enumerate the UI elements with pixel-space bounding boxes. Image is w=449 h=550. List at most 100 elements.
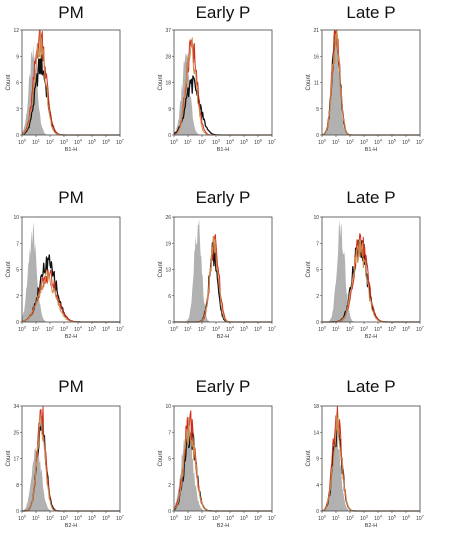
x-tick-label: 105: [240, 139, 248, 147]
x-tick-label: 104: [74, 139, 82, 147]
x-tick-label: 102: [198, 326, 206, 334]
panel-title: PM: [58, 3, 84, 22]
control-histogram: [322, 415, 420, 511]
y-tick-label: 9: [316, 457, 319, 463]
x-axis-label: B2-H: [65, 334, 78, 340]
x-tick-label: 101: [32, 515, 40, 523]
y-tick-label: 12: [13, 28, 19, 34]
x-tick-label: 104: [374, 515, 382, 523]
y-tick-label: 5: [316, 268, 319, 274]
histogram-panel-5: Early P 0 6 13 19 26 100 101 102 103 104 105 106 107 C…: [158, 188, 276, 340]
x-tick-label: 107: [416, 326, 424, 334]
y-tick-label: 7: [16, 241, 19, 247]
y-tick-label: 9: [168, 107, 171, 113]
x-tick-label: 106: [102, 515, 110, 523]
x-tick-label: 102: [346, 326, 354, 334]
y-tick-label: 10: [165, 404, 171, 410]
x-tick-label: 100: [170, 515, 178, 523]
x-tick-label: 107: [268, 139, 276, 147]
y-tick-label: 14: [313, 430, 319, 436]
x-tick-label: 104: [226, 326, 234, 334]
x-tick-label: 105: [388, 326, 396, 334]
x-tick-label: 100: [170, 326, 178, 334]
x-tick-label: 102: [46, 515, 54, 523]
y-tick-label: 17: [13, 457, 19, 463]
x-tick-label: 107: [116, 515, 124, 523]
x-tick-label: 105: [240, 515, 248, 523]
x-tick-label: 100: [18, 326, 26, 334]
y-tick-label: 2: [316, 294, 319, 300]
x-axis-label: B1-H: [365, 147, 378, 153]
control-histogram: [22, 44, 120, 135]
histogram-panel-3: Late P 0 5 11 16 21 100 101 102 103 104 105 106 107 Co…: [306, 3, 424, 153]
y-tick-label: 6: [16, 81, 19, 87]
y-tick-label: 0: [168, 133, 171, 139]
y-tick-label: 2: [16, 294, 19, 300]
x-axis-label: B2-H: [65, 523, 78, 529]
x-tick-label: 106: [254, 515, 262, 523]
x-tick-label: 107: [416, 515, 424, 523]
x-tick-label: 102: [346, 515, 354, 523]
y-tick-label: 13: [165, 268, 171, 274]
y-axis-label: Count: [6, 450, 12, 466]
y-tick-label: 16: [313, 54, 319, 60]
y-tick-label: 28: [165, 54, 171, 60]
histogram-panel-8: Early P 0 2 5 7 10 100 101 102 103 104 105 106 107 Cou…: [158, 377, 276, 529]
x-tick-label: 105: [240, 326, 248, 334]
y-tick-label: 0: [316, 509, 319, 515]
x-tick-label: 106: [402, 515, 410, 523]
y-axis-label: Count: [6, 261, 12, 277]
x-tick-label: 101: [332, 326, 340, 334]
x-tick-label: 100: [170, 139, 178, 147]
control-histogram: [174, 52, 272, 135]
x-tick-label: 100: [318, 515, 326, 523]
control-histogram: [322, 38, 420, 135]
x-tick-label: 104: [226, 515, 234, 523]
x-tick-label: 107: [268, 515, 276, 523]
x-tick-label: 105: [88, 326, 96, 334]
panel-title: Late P: [346, 3, 395, 22]
histogram-panel-7: PM 0 8 17 25 34 100 101 102 103 104 105 106 107 Count B…: [6, 377, 124, 529]
x-tick-label: 100: [318, 326, 326, 334]
y-tick-label: 2: [168, 483, 171, 489]
y-tick-label: 18: [165, 81, 171, 87]
x-tick-label: 106: [402, 326, 410, 334]
y-tick-label: 5: [168, 457, 171, 463]
x-tick-label: 103: [60, 139, 68, 147]
y-tick-label: 7: [168, 430, 171, 436]
y-tick-label: 5: [316, 107, 319, 113]
sample-histogram-2: [174, 234, 272, 323]
y-tick-label: 7: [316, 241, 319, 247]
x-axis-label: B2-H: [365, 523, 378, 529]
x-tick-label: 106: [254, 326, 262, 334]
y-tick-label: 8: [16, 483, 19, 489]
x-tick-label: 102: [46, 139, 54, 147]
panel-title: PM: [58, 188, 84, 207]
x-tick-label: 102: [346, 139, 354, 147]
x-tick-label: 105: [388, 515, 396, 523]
x-axis-label: B2-H: [217, 523, 230, 529]
x-tick-label: 101: [32, 326, 40, 334]
y-tick-label: 0: [168, 320, 171, 326]
y-tick-label: 6: [168, 294, 171, 300]
x-tick-label: 101: [332, 139, 340, 147]
y-tick-label: 18: [313, 404, 319, 410]
histogram-panel-6: Late P 0 2 5 7 10 100 101 102 103 104 105 106 107 Coun…: [306, 188, 424, 340]
y-axis-label: Count: [306, 450, 312, 466]
x-tick-label: 100: [18, 139, 26, 147]
x-tick-label: 105: [88, 139, 96, 147]
y-tick-label: 3: [16, 107, 19, 113]
y-tick-label: 25: [13, 430, 19, 436]
y-tick-label: 19: [165, 241, 171, 247]
x-tick-label: 106: [254, 139, 262, 147]
x-axis-label: B1-H: [217, 147, 230, 153]
y-tick-label: 0: [16, 133, 19, 139]
control-histogram: [22, 438, 120, 511]
y-tick-label: 26: [165, 215, 171, 221]
x-tick-label: 102: [198, 515, 206, 523]
y-tick-label: 10: [313, 215, 319, 221]
x-tick-label: 101: [332, 515, 340, 523]
x-tick-label: 101: [184, 139, 192, 147]
x-axis-label: B2-H: [217, 334, 230, 340]
